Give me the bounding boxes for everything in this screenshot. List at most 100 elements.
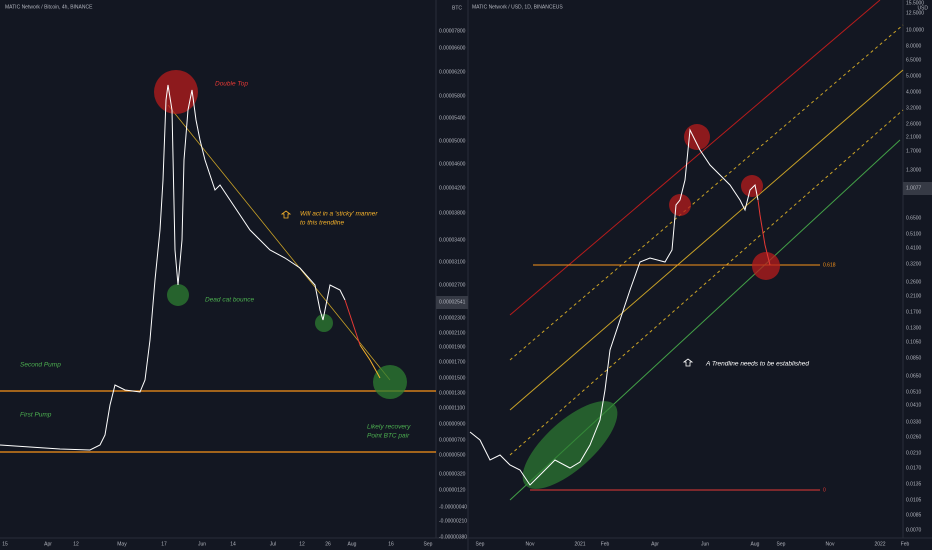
price-tick-label: 0.00000500 xyxy=(439,452,466,458)
price-tick-label: 0.00001300 xyxy=(439,390,466,396)
time-tick-label: Feb xyxy=(901,541,910,547)
axis-unit: USD xyxy=(917,5,928,11)
projection xyxy=(359,344,381,379)
time-tick-label: 16 xyxy=(388,541,394,547)
time-tick-label: Nov xyxy=(826,541,835,547)
price-tick-label: 0.00000700 xyxy=(439,437,466,443)
price-tick-label: 0.4100 xyxy=(906,245,922,251)
price-tick-label: -0.00000380 xyxy=(439,534,467,540)
price-tick-label: 0.00002300 xyxy=(439,315,466,321)
price-tick-label: 0.0260 xyxy=(906,434,922,440)
price-tick-label: 0.00006200 xyxy=(439,69,466,75)
time-tick-label: 12 xyxy=(73,541,79,547)
price-tick-label: 0.00003100 xyxy=(439,259,466,265)
price-tick-label: 0.5100 xyxy=(906,231,922,237)
price-tick-label: 0.1300 xyxy=(906,325,922,331)
price-tick-label: 6.5000 xyxy=(906,57,922,63)
price-tick-label: 0.00002541 xyxy=(439,299,466,305)
annotation: Double Top xyxy=(215,81,248,88)
price-tick-label: 0.00003800 xyxy=(439,210,466,216)
annotation: First Pump xyxy=(20,412,52,419)
price-tick-label: 0.0105 xyxy=(906,497,922,503)
price-tick-label: 0.00001900 xyxy=(439,344,466,350)
price-tick-label: 0.00005800 xyxy=(439,93,466,99)
highlight-circle xyxy=(315,314,333,332)
time-tick-label: Apr xyxy=(651,541,659,547)
price-tick-label: 0.1700 xyxy=(906,309,922,315)
time-tick-label: Sep xyxy=(476,541,485,547)
time-tick-label: 2021 xyxy=(574,541,585,547)
channel-line xyxy=(509,24,904,361)
time-tick-label: 15 xyxy=(2,541,8,547)
time-tick-label: Sep xyxy=(777,541,786,547)
price-tick-label: 4.0000 xyxy=(906,89,922,95)
highlight-circle xyxy=(154,70,198,114)
chart-header: MATIC Network / USD, 1D, BINANCEUS xyxy=(472,4,563,10)
time-tick-label: 2022 xyxy=(874,541,885,547)
price-tick-label: 0.00002700 xyxy=(439,282,466,288)
price-tick-label: 3.2000 xyxy=(906,105,922,111)
time-tick-label: Aug xyxy=(751,541,760,547)
axis-unit: BTC xyxy=(452,5,462,11)
price-tick-label: 0.00001700 xyxy=(439,359,466,365)
price-tick-label: 10.0000 xyxy=(906,27,924,33)
price-tick-label: 0.00003400 xyxy=(439,237,466,243)
price-tick-label: 12.5000 xyxy=(906,10,924,16)
time-tick-label: 12 xyxy=(299,541,305,547)
channel-line xyxy=(509,0,881,316)
annotation: Second Pump xyxy=(20,362,61,369)
highlight-circle xyxy=(373,365,407,399)
price-tick-label: 2.1000 xyxy=(906,134,922,140)
annotation: A Trendline needs to be established xyxy=(705,361,809,368)
annotation: Likely recovery xyxy=(367,424,411,431)
price-tick-label: 0.2600 xyxy=(906,279,922,285)
annotation: Will act in a 'sticky' manner xyxy=(300,211,378,218)
price-tick-label: -0.00000210 xyxy=(439,518,467,524)
time-tick-label: 17 xyxy=(161,541,167,547)
fib-label: 0.618 xyxy=(823,262,836,268)
price-tick-label: 0.00005400 xyxy=(439,115,466,121)
price-tick-label: 1.0077 xyxy=(906,185,922,191)
time-tick-label: Aug xyxy=(348,541,357,547)
price-tick-label: 0.1050 xyxy=(906,339,922,345)
projection xyxy=(344,299,361,346)
price-tick-label: 0.0170 xyxy=(906,465,922,471)
price-tick-label: 0.00006600 xyxy=(439,45,466,51)
annotation: to this trendline xyxy=(300,220,344,227)
price-tick-label: 8.0000 xyxy=(906,43,922,49)
time-tick-label: 14 xyxy=(230,541,236,547)
arrow-icon xyxy=(682,358,694,367)
channel-line xyxy=(509,69,904,411)
price-tick-label: 0.0085 xyxy=(906,512,922,518)
chart-header: MATIC Network / Bitcoin, 4h, BINANCE xyxy=(5,4,93,10)
time-tick-label: Apr xyxy=(44,541,52,547)
annotation: Dead cat bounce xyxy=(205,297,255,304)
price-tick-label: 0.00004600 xyxy=(439,161,466,167)
highlight-circle xyxy=(752,252,780,280)
highlight-circle xyxy=(167,284,189,306)
price-tick-label: 0.0510 xyxy=(906,389,922,395)
time-tick-label: May xyxy=(117,541,127,547)
price-tick-label: 0.0070 xyxy=(906,527,922,533)
price-tick-label: 0.0850 xyxy=(906,355,922,361)
time-tick-label: Nov xyxy=(526,541,535,547)
price-line xyxy=(469,128,759,486)
price-tick-label: 0.6500 xyxy=(906,215,922,221)
highlight-ellipse xyxy=(522,401,618,489)
price-tick-label: 0.3200 xyxy=(906,261,922,267)
price-tick-label: 0.0410 xyxy=(906,402,922,408)
price-tick-label: 0.00007800 xyxy=(439,28,466,34)
price-tick-label: 0.00000900 xyxy=(439,421,466,427)
price-tick-label: 0.0210 xyxy=(906,450,922,456)
price-tick-label: 0.00001100 xyxy=(439,405,465,411)
price-tick-label: 0.0330 xyxy=(906,419,922,425)
time-tick-label: Jul xyxy=(270,541,276,547)
trendline xyxy=(167,104,391,381)
price-tick-label: 2.6000 xyxy=(906,121,922,127)
price-tick-label: 0.0650 xyxy=(906,373,922,379)
price-tick-label: 0.00004200 xyxy=(439,185,466,191)
price-tick-label: 0.2100 xyxy=(906,293,922,299)
price-tick-label: 0.00000320 xyxy=(439,471,466,477)
annotation: Point BTC pair xyxy=(367,433,410,440)
time-tick-label: Jun xyxy=(701,541,709,547)
